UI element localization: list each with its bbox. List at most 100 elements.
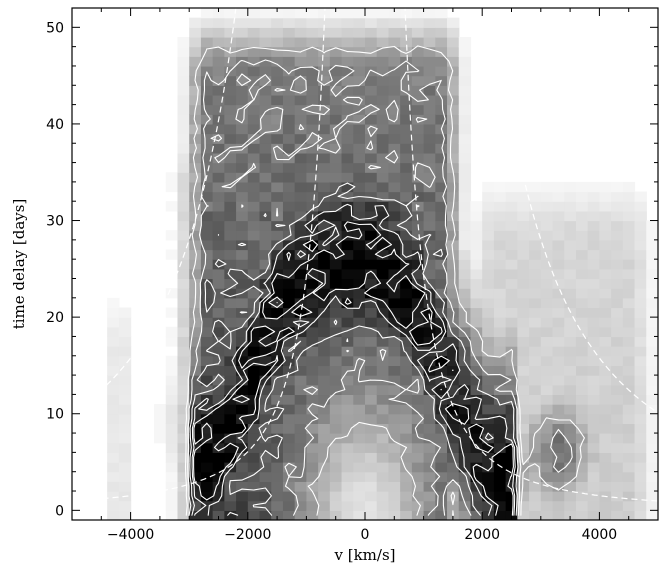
heatmap-cell <box>306 442 319 453</box>
heatmap-cell <box>236 36 249 48</box>
heatmap-cell <box>236 191 249 202</box>
heatmap-cell <box>423 46 436 57</box>
heatmap-cell <box>177 326 190 338</box>
heatmap-cell <box>294 181 307 193</box>
heatmap-cell <box>458 491 472 502</box>
heatmap-cell <box>564 191 577 202</box>
heatmap-cell <box>646 317 658 328</box>
heatmap-cell <box>470 433 483 444</box>
heatmap-cell <box>259 336 272 347</box>
heatmap-cell <box>365 230 378 241</box>
heatmap-cell <box>564 181 577 193</box>
heatmap-cell <box>575 220 589 231</box>
heatmap-cell <box>423 65 436 77</box>
heatmap-cell <box>224 491 237 502</box>
heatmap-cell <box>236 220 249 231</box>
heatmap-cell <box>447 442 460 453</box>
heatmap-cell <box>540 404 554 415</box>
heatmap-cell <box>411 326 425 338</box>
heatmap-cell <box>435 191 448 202</box>
heatmap-cell <box>318 481 331 492</box>
heatmap-cell <box>493 317 507 328</box>
heatmap-cell <box>376 346 390 357</box>
heatmap-cell <box>294 384 307 396</box>
x-tick-label: 2000 <box>464 527 500 543</box>
heatmap-cell <box>376 239 390 251</box>
heatmap-cell <box>212 317 225 328</box>
heatmap-cell <box>458 152 472 164</box>
heatmap-cell <box>282 442 296 453</box>
heatmap-cell <box>599 230 612 241</box>
heatmap-cell <box>493 442 507 453</box>
heatmap-cell <box>177 510 190 520</box>
heatmap-cell <box>212 94 225 106</box>
heatmap-cell <box>493 288 507 299</box>
heatmap-cell <box>353 249 366 260</box>
heatmap-cell <box>271 317 284 328</box>
heatmap-cell <box>189 17 202 28</box>
heatmap-cell <box>400 133 413 144</box>
heatmap-cell <box>341 433 354 444</box>
heatmap-cell <box>493 278 507 289</box>
heatmap-cell <box>587 307 600 318</box>
heatmap-cell <box>400 259 413 270</box>
heatmap-cell <box>400 413 413 424</box>
heatmap-cell <box>271 230 284 241</box>
heatmap-cell <box>517 404 530 415</box>
heatmap-cell <box>259 510 272 520</box>
heatmap-cell <box>458 94 472 106</box>
heatmap-cell <box>271 85 284 96</box>
heatmap-cell <box>212 249 225 260</box>
heatmap-cell <box>376 442 390 453</box>
x-tick-label: 4000 <box>582 527 618 543</box>
heatmap-cell <box>423 201 436 212</box>
heatmap-cell <box>318 65 331 77</box>
heatmap-cell <box>118 365 132 376</box>
heatmap-cell <box>482 365 495 376</box>
heatmap-cell <box>282 481 296 492</box>
heatmap-cell <box>271 181 284 193</box>
heatmap-cell <box>247 375 261 386</box>
heatmap-cell <box>529 326 542 338</box>
heatmap-cell <box>271 259 284 270</box>
heatmap-cell <box>353 65 366 77</box>
heatmap-cell <box>552 365 565 376</box>
heatmap-cell <box>318 259 331 270</box>
heatmap-cell <box>622 191 636 202</box>
heatmap-cell <box>634 259 647 270</box>
heatmap-cell <box>329 17 343 28</box>
heatmap-cell <box>505 191 518 202</box>
heatmap-cell <box>212 307 225 318</box>
heatmap-cell <box>329 36 343 48</box>
heatmap-cell <box>529 375 542 386</box>
heatmap-cell <box>341 307 354 318</box>
heatmap-cell <box>634 471 647 482</box>
heatmap-cell <box>177 85 190 96</box>
heatmap-cell <box>271 133 284 144</box>
heatmap-cell <box>423 423 436 434</box>
heatmap-cell <box>458 288 472 299</box>
heatmap-cell <box>329 210 343 222</box>
heatmap-cell <box>224 500 237 511</box>
heatmap-cell <box>329 114 343 125</box>
heatmap-cell <box>318 394 331 405</box>
heatmap-cell <box>271 433 284 444</box>
heatmap-cell <box>247 452 261 463</box>
heatmap-cell <box>423 297 436 309</box>
heatmap-cell <box>294 491 307 502</box>
heatmap-cell <box>200 94 214 106</box>
heatmap-cell <box>599 288 612 299</box>
heatmap-cell <box>329 510 343 520</box>
heatmap-cell <box>435 268 448 280</box>
heatmap-cell <box>341 365 354 376</box>
heatmap-cell <box>482 191 495 202</box>
heatmap-cell <box>470 230 483 241</box>
heatmap-cell <box>376 307 390 318</box>
heatmap-cell <box>529 307 542 318</box>
heatmap-cell <box>271 288 284 299</box>
heatmap-cell <box>236 297 249 309</box>
heatmap-cell <box>306 56 319 67</box>
heatmap-cell <box>353 500 366 511</box>
heatmap-cell <box>259 433 272 444</box>
heatmap-cell <box>505 210 518 222</box>
